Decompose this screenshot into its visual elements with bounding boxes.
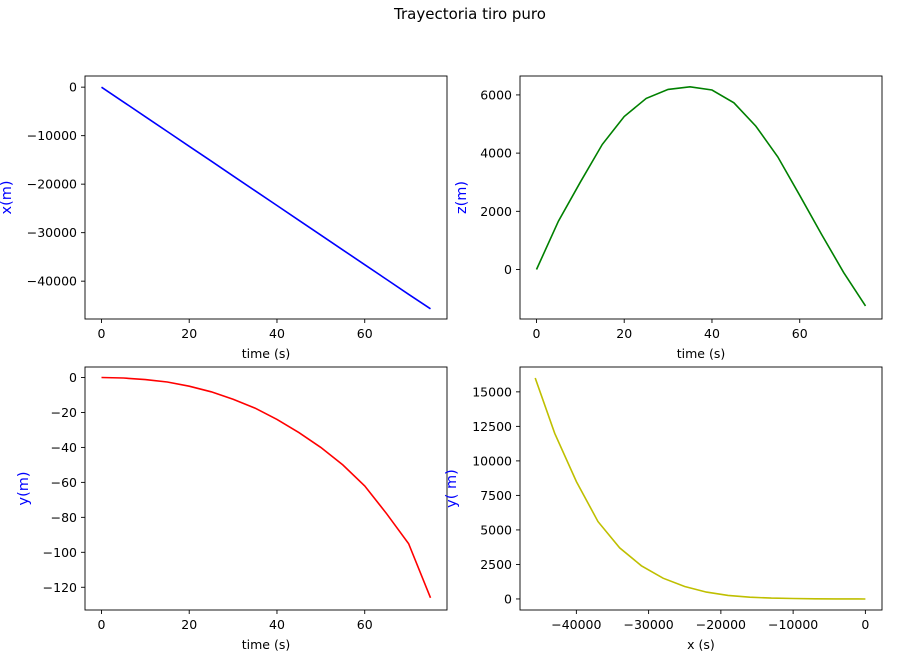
- y-tick-label: −40: [51, 440, 77, 455]
- y-tick-label: −40000: [27, 274, 77, 289]
- axes-frame: [84, 75, 448, 320]
- figure-title: Trayectoria tiro puro: [393, 5, 546, 23]
- y-tick-label: 0: [69, 370, 77, 385]
- x-axis-label: time (s): [677, 346, 725, 361]
- y-tick-label: −120: [43, 580, 77, 595]
- y-tick-label: 2000: [480, 204, 512, 219]
- x-tick-label: 0: [532, 326, 540, 341]
- y-tick-label: −60: [51, 475, 77, 490]
- x-tick-label: −30000: [623, 617, 673, 632]
- data-line: [534, 377, 866, 600]
- y-axis-label: x(m): [0, 180, 15, 214]
- y-tick-label: 12500: [472, 419, 512, 434]
- y-tick-label: −20000: [27, 177, 77, 192]
- y-tick-label: −30000: [27, 225, 77, 240]
- x-tick-label: 40: [269, 617, 285, 632]
- y-axis-label: y( m): [444, 469, 460, 508]
- y-tick-label: 7500: [480, 488, 512, 503]
- x-axis-label: time (s): [242, 637, 290, 652]
- subplot-z-vs-time: 0 20 40 60 0 2000 4000 6000 time (s) z(m): [454, 75, 883, 361]
- y-axis-label: y(m): [16, 471, 32, 505]
- data-line: [101, 86, 431, 310]
- subplot-x-vs-time: 0 20 40 60 0 −10000 −20000 −30000 −40000 time (s)…: [0, 75, 448, 361]
- axes-frame: [84, 366, 448, 611]
- x-tick-label: 60: [357, 617, 373, 632]
- subplot-y-vs-x: −40000 −30000 −20000 −10000 0 0 2500 5000 7500 10…: [444, 366, 883, 652]
- x-tick-label: 0: [97, 617, 105, 632]
- y-tick-label: −20: [51, 405, 77, 420]
- y-tick-label: 2500: [480, 557, 512, 572]
- x-tick-label: 0: [861, 617, 869, 632]
- x-tick-label: −20000: [696, 617, 746, 632]
- y-tick-label: 0: [504, 262, 512, 277]
- y-tick-label: −100: [43, 545, 77, 560]
- x-tick-label: 20: [181, 326, 197, 341]
- data-line: [101, 376, 432, 599]
- x-axis-label: time (s): [242, 346, 290, 361]
- x-tick-label: 20: [616, 326, 632, 341]
- y-tick-label: 6000: [480, 87, 512, 102]
- x-tick-label: −10000: [768, 617, 818, 632]
- y-tick-label: 0: [504, 591, 512, 606]
- y-tick-label: −80: [51, 510, 77, 525]
- y-tick-label: −10000: [27, 128, 77, 143]
- y-axis-label: z(m): [454, 181, 470, 214]
- axes-frame: [519, 75, 883, 320]
- x-tick-label: −40000: [551, 617, 601, 632]
- data-line: [535, 85, 867, 307]
- x-tick-label: 20: [181, 617, 197, 632]
- y-tick-label: 0: [69, 80, 77, 95]
- x-tick-label: 40: [269, 326, 285, 341]
- x-tick-label: 60: [792, 326, 808, 341]
- y-tick-label: 5000: [480, 522, 512, 537]
- x-tick-label: 60: [357, 326, 373, 341]
- x-tick-label: 40: [704, 326, 720, 341]
- axes-frame: [519, 366, 883, 611]
- y-tick-label: 4000: [480, 146, 512, 161]
- y-tick-label: 10000: [472, 453, 512, 468]
- subplot-y-vs-time: 0 20 40 60 0 −20 −40 −60 −80 −100 −120 time (s) y(m): [16, 366, 448, 652]
- y-tick-label: 15000: [472, 384, 512, 399]
- x-axis-label: x (s): [687, 637, 715, 652]
- x-tick-label: 0: [97, 326, 105, 341]
